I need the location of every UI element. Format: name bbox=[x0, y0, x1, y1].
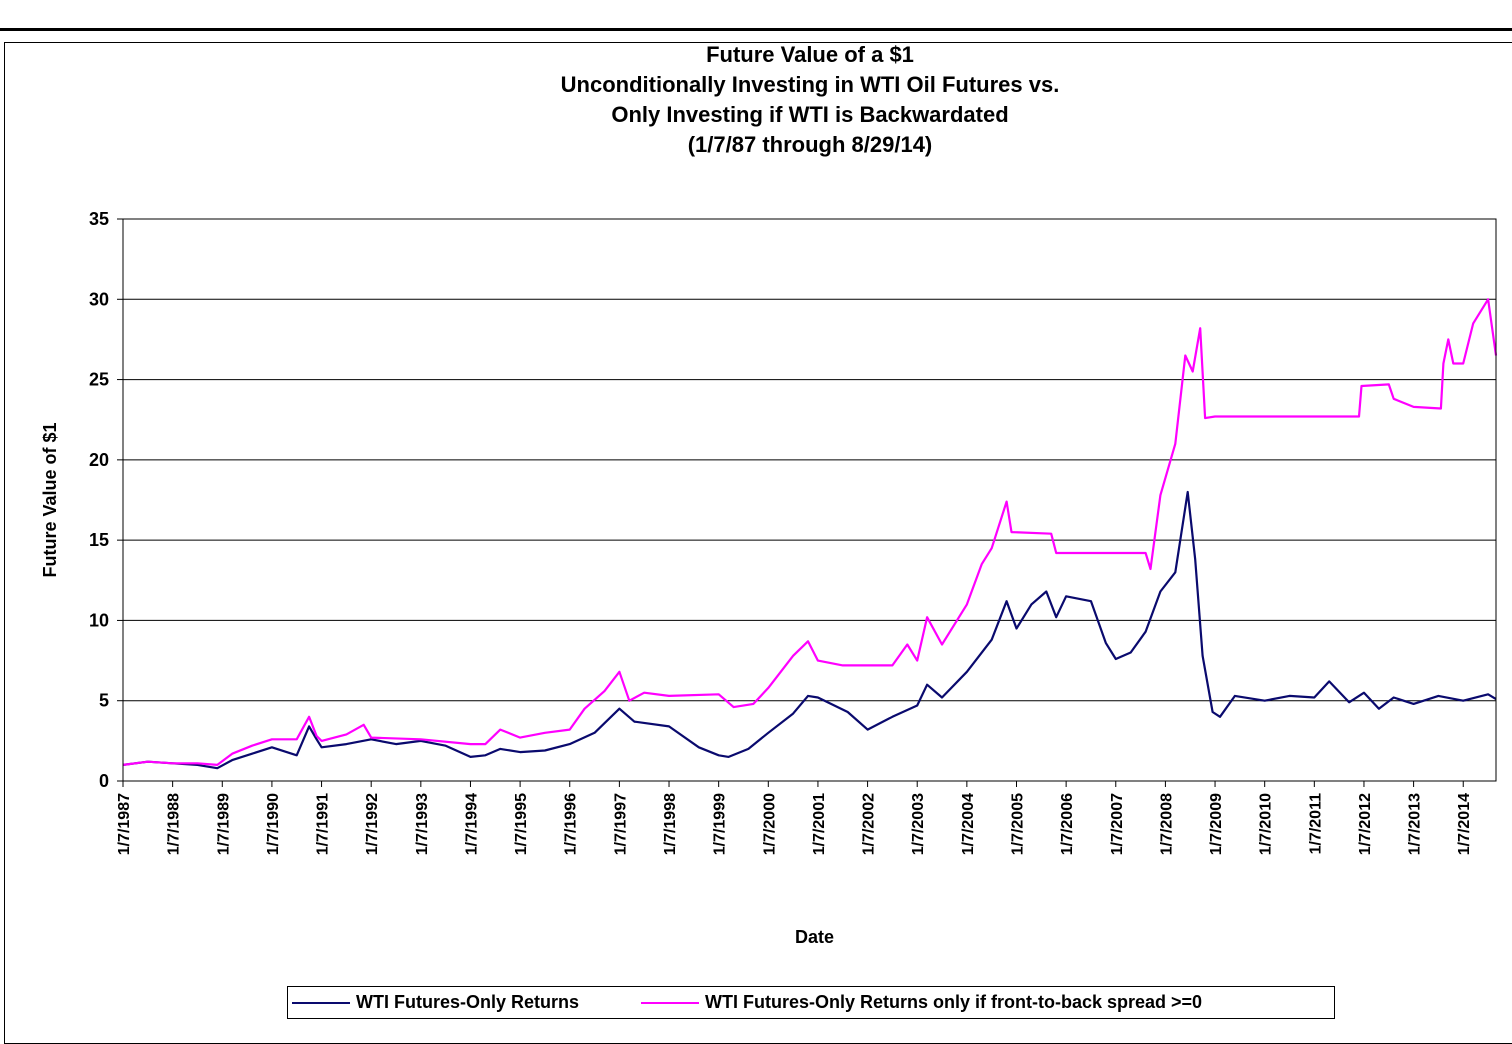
x-tick-label: 1/7/2006 bbox=[1059, 793, 1076, 855]
legend-item-backwardated: WTI Futures-Only Returns only if front-t… bbox=[641, 987, 1202, 1018]
x-tick-label: 1/7/1998 bbox=[662, 793, 679, 855]
x-tick-label: 1/7/1990 bbox=[265, 793, 282, 855]
y-axis-ticks: 0 5 10 15 20 25 30 35 bbox=[89, 209, 123, 791]
x-axis-label: Date bbox=[795, 927, 834, 947]
y-tick-label: 30 bbox=[89, 289, 109, 309]
x-tick-label: 1/7/1993 bbox=[414, 793, 431, 855]
x-tick-label: 1/7/1996 bbox=[563, 793, 580, 855]
x-tick-label: 1/7/1992 bbox=[364, 793, 381, 855]
legend-item-wti: WTI Futures-Only Returns bbox=[292, 987, 579, 1018]
chart-title-line-1: Future Value of a $1 bbox=[706, 42, 914, 67]
legend-swatch-backwardated bbox=[641, 1001, 699, 1004]
x-tick-label: 1/7/2012 bbox=[1357, 793, 1374, 855]
x-tick-label: 1/7/1987 bbox=[116, 793, 133, 855]
x-tick-label: 1/7/1991 bbox=[315, 793, 332, 855]
top-border bbox=[0, 0, 1512, 31]
x-tick-label: 1/7/2003 bbox=[910, 793, 927, 855]
y-tick-label: 35 bbox=[89, 209, 109, 229]
x-axis-ticks: 1/7/1987 1/7/1988 1/7/1989 1/7/1990 1/7/1991… bbox=[116, 781, 1473, 855]
x-tick-label: 1/7/2010 bbox=[1258, 793, 1275, 855]
x-tick-label: 1/7/2013 bbox=[1407, 793, 1424, 855]
x-tick-label: 1/7/2008 bbox=[1158, 793, 1175, 855]
chart-frame bbox=[4, 42, 1512, 1044]
series-line-wti-futures bbox=[122, 490, 1497, 770]
legend-label-wti: WTI Futures-Only Returns bbox=[356, 992, 580, 1012]
series-line-wti-backwardated bbox=[122, 298, 1498, 767]
legend: WTI Futures-Only Returns WTI Futures-Onl… bbox=[287, 986, 1335, 1019]
x-tick-label: 1/7/1994 bbox=[463, 793, 480, 855]
x-tick-label: 1/7/1999 bbox=[712, 793, 729, 855]
x-tick-label: 1/7/2014 bbox=[1456, 793, 1473, 855]
x-tick-label: 1/7/1989 bbox=[215, 793, 232, 855]
gridlines bbox=[123, 298, 1496, 702]
y-tick-label: 15 bbox=[89, 530, 109, 550]
x-tick-label: 1/7/2011 bbox=[1307, 793, 1324, 855]
x-tick-label: 1/7/1988 bbox=[166, 793, 183, 855]
x-tick-label: 1/7/2004 bbox=[960, 793, 977, 855]
x-tick-label: 1/7/1995 bbox=[513, 793, 530, 855]
chart-title-line-3: Only Investing if WTI is Backwardated bbox=[611, 102, 1009, 127]
plot-area-border bbox=[122, 218, 1497, 782]
x-tick-label: 1/7/2001 bbox=[811, 793, 828, 855]
y-tick-label: 10 bbox=[89, 610, 109, 630]
series-lines bbox=[122, 298, 1498, 770]
y-tick-label: 5 bbox=[99, 691, 109, 711]
x-tick-label: 1/7/2007 bbox=[1109, 793, 1126, 855]
chart-title-line-4: (1/7/87 through 8/29/14) bbox=[687, 132, 933, 157]
chart-title: Future Value of a $1 Unconditionally Inv… bbox=[0, 40, 1512, 160]
legend-label-backwardated: WTI Futures-Only Returns only if front-t… bbox=[705, 992, 1203, 1012]
x-tick-label: 1/7/2002 bbox=[861, 793, 878, 855]
x-tick-label: 1/7/2000 bbox=[761, 793, 778, 855]
x-tick-label: 1/7/2005 bbox=[1009, 793, 1026, 855]
chart-title-line-2: Unconditionally Investing in WTI Oil Fut… bbox=[560, 72, 1060, 97]
y-tick-label: 25 bbox=[89, 370, 109, 390]
x-tick-label: 1/7/1997 bbox=[612, 793, 629, 855]
y-tick-label: 20 bbox=[89, 450, 109, 470]
y-tick-label: 0 bbox=[99, 771, 109, 791]
y-axis-label: Future Value of $1 bbox=[40, 422, 60, 577]
x-tick-label: 1/7/2009 bbox=[1208, 793, 1225, 855]
legend-swatch-wti bbox=[292, 1001, 350, 1004]
